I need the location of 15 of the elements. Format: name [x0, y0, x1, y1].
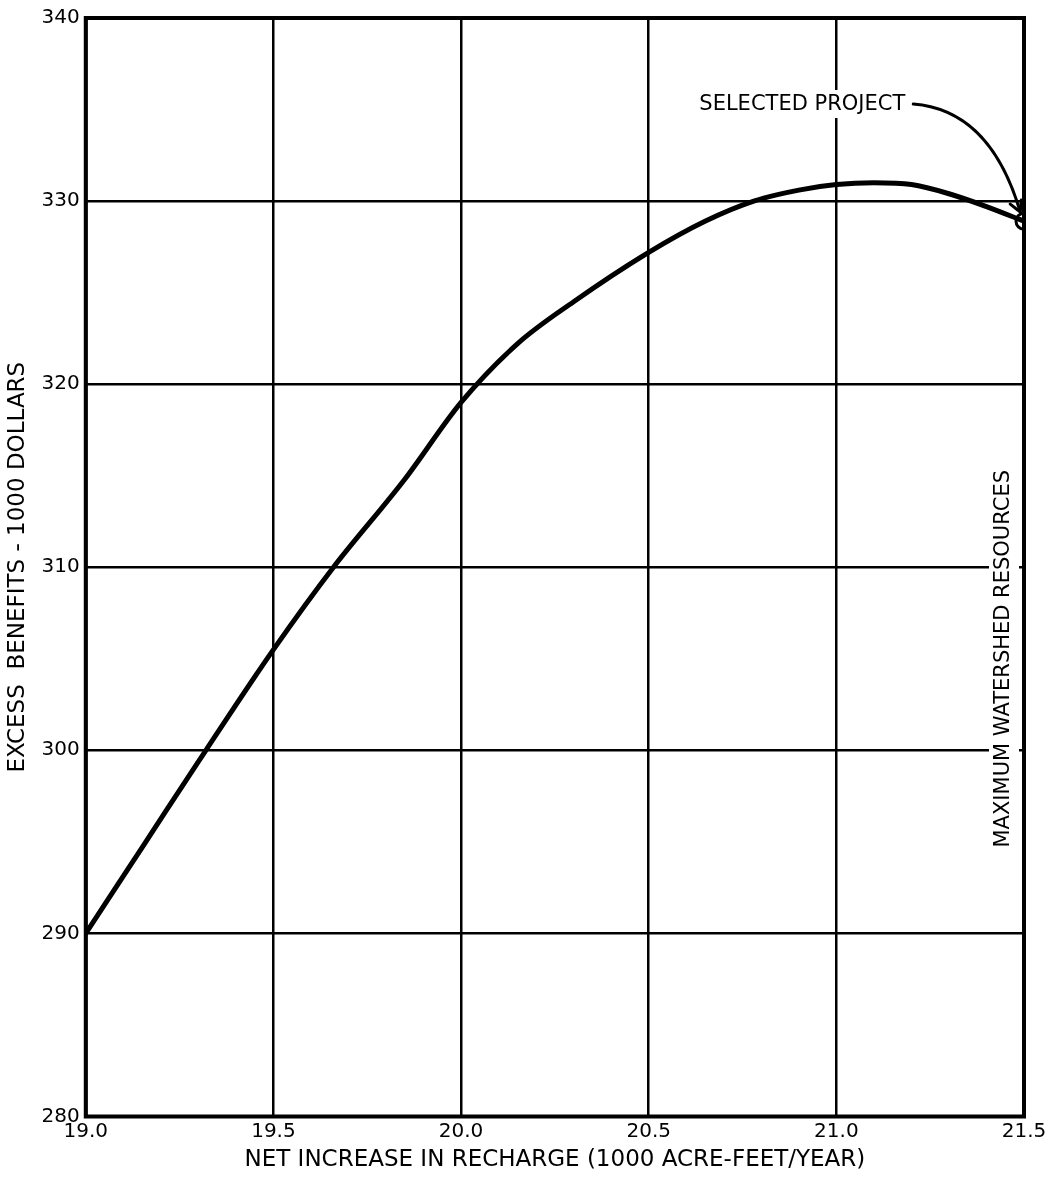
x-tick-label: 19.5	[251, 1117, 296, 1142]
x-tick-label: 20.5	[626, 1117, 671, 1142]
y-tick-label: 310	[41, 553, 80, 578]
x-tick-label: 20.0	[438, 1117, 484, 1142]
annotation: MAXIMUM WATERSHED RESOURCES	[990, 469, 1015, 848]
y-tick-label: 290	[41, 919, 80, 944]
y-tick-label: 300	[41, 736, 80, 761]
y-tick-label: 320	[41, 370, 80, 395]
x-tick-label: 21.5	[1001, 1117, 1047, 1142]
y-tick-label: 330	[41, 187, 80, 212]
annotation: SELECTED PROJECT	[699, 90, 906, 115]
y-tick-label: 340	[41, 4, 80, 29]
x-axis-title: NET INCREASE IN RECHARGE (1000 ACRE-FEET/YEAR)	[244, 1145, 866, 1172]
x-tick-label: 21.0	[814, 1117, 859, 1142]
y-axis-title: EXCESS BENEFITS - 1000 DOLLARS	[2, 361, 29, 773]
